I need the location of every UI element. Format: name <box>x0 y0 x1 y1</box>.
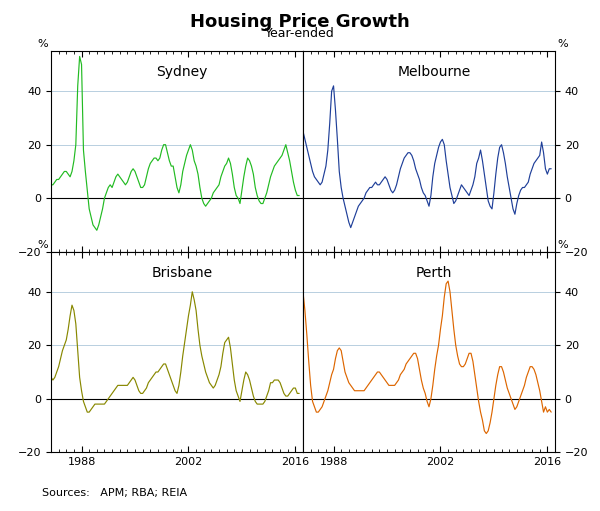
Text: Perth: Perth <box>416 266 452 280</box>
Text: Sydney: Sydney <box>157 65 208 79</box>
Text: Brisbane: Brisbane <box>151 266 212 280</box>
Text: %: % <box>557 39 568 49</box>
Text: %: % <box>38 240 49 250</box>
Text: Year-ended: Year-ended <box>265 27 335 39</box>
Text: %: % <box>557 240 568 250</box>
Text: %: % <box>38 39 49 49</box>
Text: Sources:   APM; RBA; REIA: Sources: APM; RBA; REIA <box>42 488 187 498</box>
Text: Housing Price Growth: Housing Price Growth <box>190 13 410 31</box>
Text: Melbourne: Melbourne <box>397 65 470 79</box>
